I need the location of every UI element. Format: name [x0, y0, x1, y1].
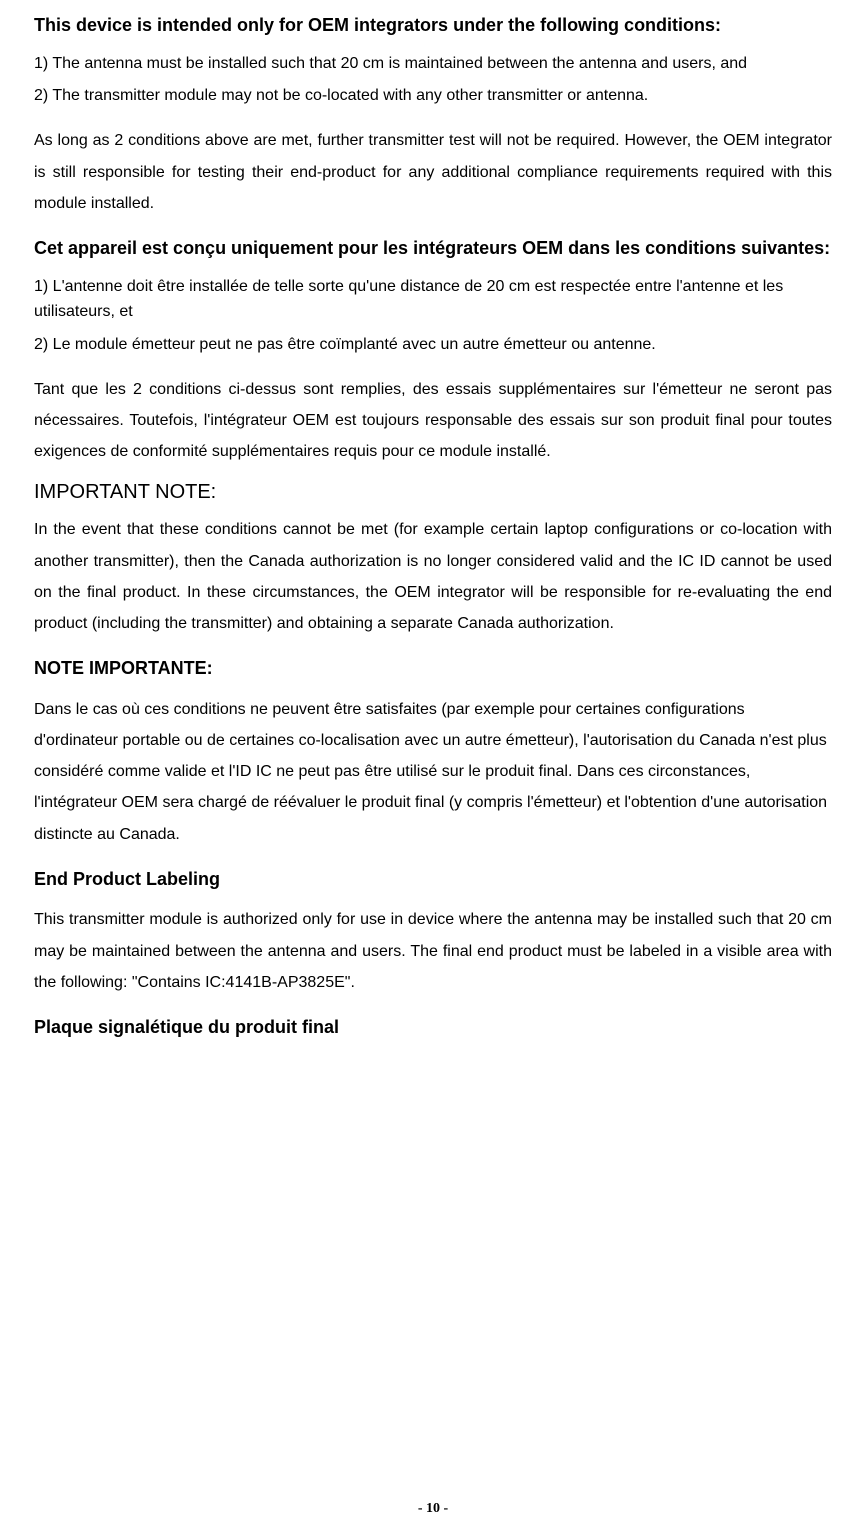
heading-oem-fr: Cet appareil est conçu uniquement pour l…: [34, 233, 832, 264]
paragraph-labeling-en: This transmitter module is authorized on…: [34, 904, 832, 998]
paragraph-compliance-fr: Tant que les 2 conditions ci-dessus sont…: [34, 374, 832, 468]
heading-plaque-signaletique: Plaque signalétique du produit final: [34, 1012, 832, 1043]
paragraph-compliance-en: As long as 2 conditions above are met, f…: [34, 125, 832, 219]
paragraph-important-en: In the event that these conditions canno…: [34, 514, 832, 639]
condition-1-en: 1) The antenna must be installed such th…: [34, 51, 832, 77]
condition-1-fr: 1) L'antenne doit être installée de tell…: [34, 274, 832, 325]
heading-end-product-labeling: End Product Labeling: [34, 864, 832, 895]
condition-2-en: 2) The transmitter module may not be co-…: [34, 80, 832, 111]
condition-2-fr: 2) Le module émetteur peut ne pas être c…: [34, 329, 832, 360]
heading-oem-en: This device is intended only for OEM int…: [34, 10, 832, 41]
page-number-footer: - 10 -: [0, 1501, 866, 1517]
paragraph-important-fr: Dans le cas où ces conditions ne peuvent…: [34, 694, 832, 850]
heading-important-note-en: IMPORTANT NOTE:: [34, 481, 832, 504]
heading-important-note-fr: NOTE IMPORTANTE:: [34, 653, 832, 684]
document-page: This device is intended only for OEM int…: [0, 0, 866, 1535]
